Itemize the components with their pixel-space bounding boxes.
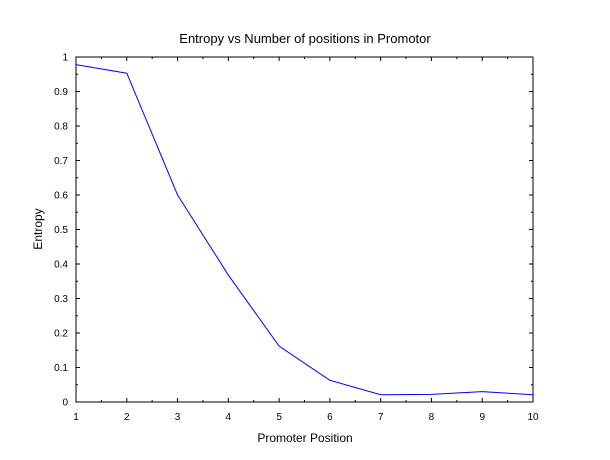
x-tick-label: 1 — [73, 412, 79, 423]
y-tick-label: 0.3 — [54, 294, 68, 305]
y-tick-label: 0.7 — [54, 156, 68, 167]
y-tick-label: 0.4 — [54, 260, 68, 271]
x-tick-label: 9 — [479, 412, 485, 423]
y-tick-label: 0.5 — [54, 225, 68, 236]
y-tick-label: 0.8 — [54, 122, 68, 133]
y-axis: 0 0.1 0.2 0.3 0.4 0.5 0.6 0.7 0.8 0.9 1 — [54, 53, 533, 409]
y-tick-label: 0.9 — [54, 87, 68, 98]
x-tick-label: 5 — [276, 412, 282, 423]
chart-title: Entropy vs Number of positions in Promot… — [179, 31, 431, 46]
y-tick-label: 1 — [62, 53, 68, 64]
y-tick-label: 0.6 — [54, 191, 68, 202]
x-axis-label: Promoter Position — [257, 431, 352, 445]
x-tick-label: 4 — [226, 412, 232, 423]
x-tick-label: 2 — [124, 412, 130, 423]
x-axis: 1 2 3 4 5 6 7 8 9 10 — [73, 57, 539, 423]
y-tick-label: 0.1 — [54, 363, 68, 374]
x-tick-label: 6 — [327, 412, 333, 423]
entropy-series-line — [75, 64, 534, 396]
y-tick-label: 0 — [62, 398, 68, 409]
y-axis-label: Entropy — [31, 208, 45, 249]
x-tick-label: 8 — [429, 412, 435, 423]
x-tick-label: 10 — [527, 412, 539, 423]
x-tick-label: 7 — [378, 412, 384, 423]
x-tick-label: 3 — [175, 412, 181, 423]
y-tick-label: 0.2 — [54, 329, 68, 340]
plot-area — [75, 56, 534, 403]
